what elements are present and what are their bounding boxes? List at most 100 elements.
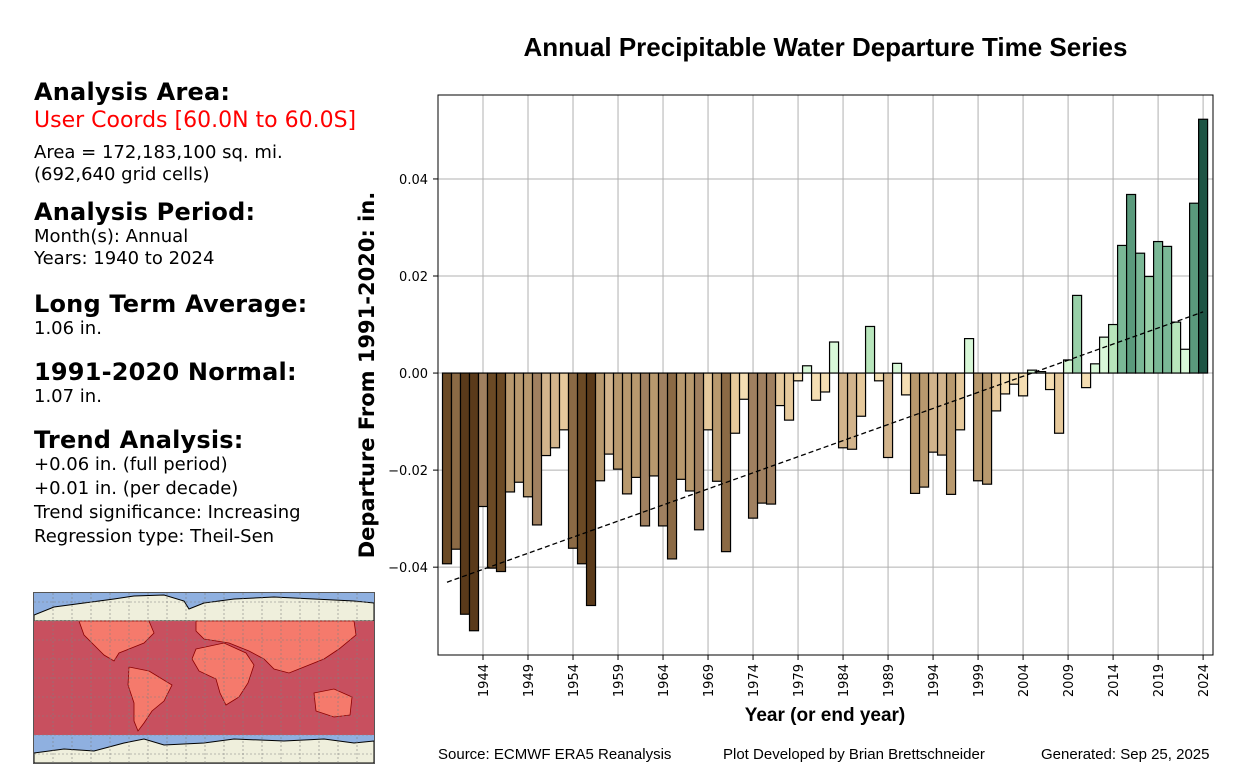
analysis-area-name: User Coords [60.0N to 60.0S] bbox=[34, 108, 357, 133]
regression-type: Regression type: Theil-Sen bbox=[34, 526, 275, 547]
bar-2007 bbox=[1044, 372, 1056, 391]
bar-1981 bbox=[810, 372, 822, 401]
y-axis-ticks: −0.04 −0.02 0.00 0.02 0.04 bbox=[388, 173, 438, 576]
bar-2020 bbox=[1161, 245, 1173, 374]
map-australia bbox=[313, 688, 353, 718]
x-tick-label: 1994 bbox=[927, 664, 942, 697]
map-graticule bbox=[34, 593, 374, 763]
map-arctic-land bbox=[34, 594, 374, 622]
bar-1954 bbox=[567, 372, 579, 549]
bar-1947 bbox=[504, 372, 516, 493]
bar-1961 bbox=[630, 372, 642, 478]
bar-1964 bbox=[657, 372, 669, 527]
map-north-america bbox=[78, 620, 155, 662]
analysis-area-map bbox=[33, 592, 375, 764]
bar-2024 bbox=[1197, 118, 1209, 374]
bar-1942 bbox=[459, 372, 471, 615]
bar-1959 bbox=[612, 372, 624, 470]
bar-2006 bbox=[1035, 371, 1047, 374]
bar-2001 bbox=[990, 372, 1002, 412]
bar-2018 bbox=[1143, 275, 1155, 374]
bar-1972 bbox=[729, 372, 741, 434]
bar-1975 bbox=[756, 372, 768, 504]
bar-1986 bbox=[855, 372, 867, 417]
trend-significance: Trend significance: Increasing bbox=[34, 502, 301, 523]
bar-1996 bbox=[945, 372, 957, 495]
x-tick-label: 1984 bbox=[837, 664, 852, 697]
grid-cells: (692,640 grid cells) bbox=[34, 164, 210, 185]
y-axis-label: Departure From 1991-2020: in. bbox=[355, 192, 379, 559]
bar-2010 bbox=[1071, 294, 1083, 374]
bar-2019 bbox=[1152, 240, 1164, 374]
normal-heading: 1991-2020 Normal: bbox=[34, 358, 297, 386]
footer-developer: Plot Developed by Brian Brettschneider bbox=[723, 746, 985, 763]
bar-2014 bbox=[1107, 323, 1119, 374]
bar-1993 bbox=[918, 372, 930, 488]
analysis-info-panel: Analysis Area: User Coords [60.0N to 60.… bbox=[34, 78, 414, 548]
long-term-average-heading: Long Term Average: bbox=[34, 290, 308, 318]
bar-1984 bbox=[837, 372, 849, 449]
bar-1978 bbox=[783, 372, 795, 421]
bar-2004 bbox=[1017, 372, 1029, 397]
bar-1998 bbox=[963, 338, 975, 374]
bar-1997 bbox=[954, 372, 966, 431]
bar-1960 bbox=[621, 372, 633, 495]
bar-1988 bbox=[873, 372, 885, 382]
bar-2021 bbox=[1170, 321, 1182, 374]
bar-1966 bbox=[675, 372, 687, 480]
bar-1974 bbox=[747, 372, 759, 519]
bar-1970 bbox=[711, 372, 723, 482]
bar-1968 bbox=[693, 372, 705, 531]
x-tick-label: 1999 bbox=[972, 664, 987, 697]
map-antarctica bbox=[34, 738, 374, 763]
y-tick-label: 0.04 bbox=[399, 173, 428, 188]
x-tick-label: 2009 bbox=[1062, 664, 1077, 697]
y-tick-label: −0.04 bbox=[388, 561, 428, 576]
y-tick-label: −0.02 bbox=[388, 464, 428, 479]
bar-1965 bbox=[666, 372, 678, 560]
y-tick-label: 0.02 bbox=[399, 270, 428, 285]
trend-full-period: +0.06 in. (full period) bbox=[34, 454, 228, 475]
map-eurasia bbox=[195, 620, 357, 674]
bar-1944 bbox=[477, 372, 489, 508]
bar-1992 bbox=[909, 372, 921, 495]
bar-1971 bbox=[720, 372, 732, 553]
x-tick-label: 1949 bbox=[522, 664, 537, 697]
bar-1987 bbox=[864, 325, 876, 374]
bar-2003 bbox=[1008, 372, 1020, 385]
x-tick-label: 2019 bbox=[1152, 664, 1167, 697]
x-tick-label: 1989 bbox=[882, 664, 897, 697]
x-tick-label: 2014 bbox=[1107, 664, 1122, 697]
bar-1948 bbox=[513, 372, 525, 483]
bar-2000 bbox=[981, 372, 993, 485]
bar-1946 bbox=[495, 372, 507, 573]
bar-1943 bbox=[468, 372, 480, 632]
bar-2011 bbox=[1080, 372, 1092, 389]
x-tick-label: 1979 bbox=[792, 664, 807, 697]
bar-2002 bbox=[999, 372, 1011, 395]
bar-1957 bbox=[594, 372, 606, 482]
analysis-area-heading: Analysis Area: bbox=[34, 78, 231, 106]
bar-1973 bbox=[738, 372, 750, 400]
period-years: Years: 1940 to 2024 bbox=[34, 248, 215, 269]
bar-1958 bbox=[603, 372, 615, 455]
bar-1991 bbox=[900, 372, 912, 396]
bar-1949 bbox=[522, 372, 534, 498]
area-size: Area = 172,183,100 sq. mi. bbox=[34, 142, 283, 163]
period-months: Month(s): Annual bbox=[34, 226, 189, 247]
footer-source: Source: ECMWF ERA5 Reanalysis bbox=[438, 746, 672, 763]
bar-1977 bbox=[774, 372, 786, 407]
bar-1983 bbox=[828, 341, 840, 374]
map-africa bbox=[191, 642, 255, 706]
x-tick-label: 1969 bbox=[702, 664, 717, 697]
trend-analysis-heading: Trend Analysis: bbox=[34, 426, 244, 454]
world-map-image bbox=[34, 593, 374, 763]
bar-1989 bbox=[882, 372, 894, 459]
bar-2022 bbox=[1179, 348, 1191, 374]
bar-2012 bbox=[1089, 363, 1101, 374]
bar-2008 bbox=[1053, 372, 1065, 434]
bar-1990 bbox=[891, 362, 903, 374]
bar-1940 bbox=[441, 372, 453, 565]
bar-1952 bbox=[549, 372, 561, 449]
x-tick-label: 1954 bbox=[567, 664, 582, 697]
